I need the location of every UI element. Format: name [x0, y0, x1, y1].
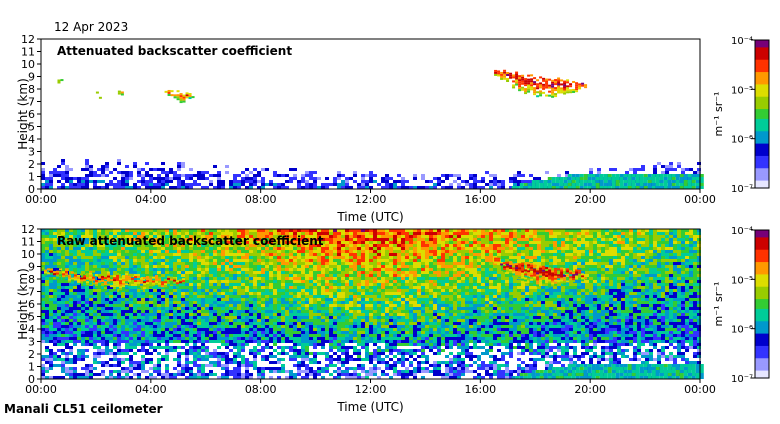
- x-tick-label: 20:00: [574, 193, 606, 206]
- colorbar-tick-label: 10⁻⁵: [731, 275, 753, 286]
- y-tick-label: 12: [21, 33, 35, 46]
- panel-1: Attenuated backscatter coefficient012345…: [16, 33, 769, 224]
- panel-2: Raw attenuated backscatter coefficient01…: [16, 223, 769, 414]
- y-tick-label: 11: [21, 236, 35, 249]
- heatmap-cells: [41, 229, 704, 379]
- x-tick-label: 00:00: [25, 193, 57, 206]
- cloud-2: [57, 79, 63, 83]
- site-label: Manali CL51 ceilometer: [4, 402, 163, 416]
- x-tick-label: 08:00: [245, 383, 277, 396]
- x-tick-label: 00:00: [684, 383, 716, 396]
- plot-frame: [41, 39, 700, 189]
- x-tick-label: 04:00: [135, 383, 167, 396]
- cloud-4: [118, 91, 124, 96]
- colorbar-tick-label: 10⁻⁷: [731, 374, 753, 385]
- colorbar-label: m⁻¹ sr⁻¹: [712, 92, 725, 137]
- colorbar-tick-label: 10⁻⁴: [731, 36, 753, 47]
- y-axis-label: Height (km): [16, 78, 30, 149]
- elevated-layer-1: [512, 174, 704, 189]
- colorbar-tick-label: 10⁻⁶: [731, 135, 753, 146]
- x-tick-label: 16:00: [464, 193, 496, 206]
- y-axis-label: Height (km): [16, 268, 30, 339]
- x-tick-label: 12:00: [355, 383, 387, 396]
- cloud-6: [494, 70, 587, 98]
- x-tick-label: 12:00: [355, 193, 387, 206]
- elevated-layer-1: [512, 364, 704, 379]
- y-tick-label: 2: [28, 158, 35, 171]
- y-tick-label: 2: [28, 348, 35, 361]
- heatmap-cells: [41, 70, 704, 189]
- background-noise-0: [41, 229, 701, 379]
- cloud-3: [96, 92, 102, 99]
- x-tick-label: 00:00: [25, 383, 57, 396]
- y-tick-label: 10: [21, 248, 35, 261]
- y-tick-label: 1: [28, 171, 35, 184]
- y-tick-label: 1: [28, 361, 35, 374]
- colorbar-tick-label: 10⁻⁴: [731, 226, 753, 237]
- y-tick-label: 11: [21, 46, 35, 59]
- x-tick-label: 08:00: [245, 193, 277, 206]
- panel-title: Attenuated backscatter coefficient: [57, 44, 292, 58]
- x-axis-label: Time (UTC): [336, 210, 403, 224]
- y-tick-label: 10: [21, 58, 35, 71]
- x-tick-label: 20:00: [574, 383, 606, 396]
- colorbar: 10⁻⁷ 10⁻⁶ 10⁻⁵ 10⁻⁴ m⁻¹ sr⁻¹: [712, 226, 769, 385]
- x-tick-label: 00:00: [684, 193, 716, 206]
- colorbar-tick-label: 10⁻⁷: [731, 184, 753, 195]
- y-tick-label: 12: [21, 223, 35, 236]
- date-label: 12 Apr 2023: [54, 20, 128, 34]
- colorbar-label: m⁻¹ sr⁻¹: [712, 282, 725, 327]
- colorbar-tick-label: 10⁻⁶: [731, 325, 753, 336]
- colorbar-tick-label: 10⁻⁵: [731, 85, 753, 96]
- cloud-5: [165, 90, 195, 103]
- panel-title: Raw attenuated backscatter coefficient: [57, 234, 324, 248]
- x-axis-label: Time (UTC): [336, 400, 403, 414]
- colorbar: 10⁻⁷ 10⁻⁶ 10⁻⁵ 10⁻⁴ m⁻¹ sr⁻¹: [712, 36, 769, 195]
- x-tick-label: 16:00: [464, 383, 496, 396]
- x-tick-label: 04:00: [135, 193, 167, 206]
